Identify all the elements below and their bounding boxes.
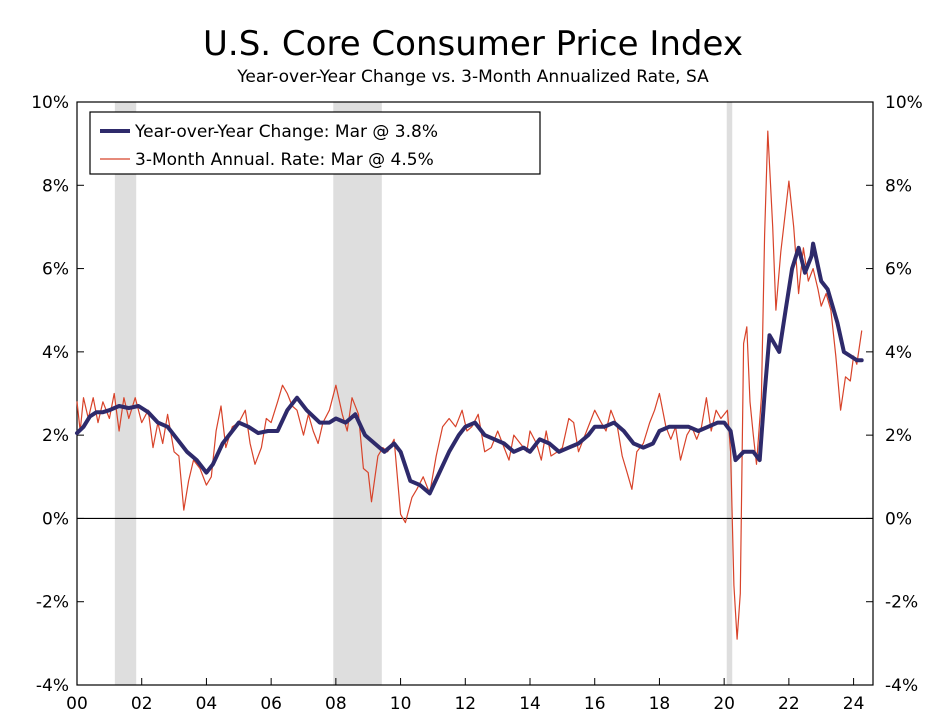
x-tick-label: 04 bbox=[196, 694, 218, 714]
chart-title: U.S. Core Consumer Price Index bbox=[203, 24, 743, 64]
x-tick-label: 16 bbox=[584, 694, 606, 714]
x-tick-label: 08 bbox=[325, 694, 347, 714]
series-line-3m bbox=[76, 130, 863, 640]
x-tick-label: 10 bbox=[390, 694, 412, 714]
y-tick-label-left: 8% bbox=[42, 176, 69, 196]
recession-band bbox=[333, 102, 382, 685]
x-tick-label: 12 bbox=[454, 694, 476, 714]
x-tick-label: 22 bbox=[778, 694, 800, 714]
y-tick-label-right: 10% bbox=[885, 93, 923, 113]
y-tick-label-left: 0% bbox=[42, 509, 69, 529]
y-tick-label-right: 6% bbox=[885, 260, 912, 280]
x-tick-label: 00 bbox=[66, 694, 88, 714]
y-tick-label-left: -4% bbox=[36, 676, 69, 696]
recession-shading bbox=[114, 102, 733, 685]
y-tick-label-left: 10% bbox=[31, 93, 69, 113]
y-tick-label-right: 0% bbox=[885, 509, 912, 529]
legend-box bbox=[89, 111, 541, 175]
y-tick-label-left: 6% bbox=[42, 260, 69, 280]
y-tick-label-right: 2% bbox=[885, 426, 912, 446]
x-tick-label: 20 bbox=[713, 694, 735, 714]
plot-frame bbox=[76, 101, 874, 686]
chart-subtitle: Year-over-Year Change vs. 3-Month Annual… bbox=[236, 67, 709, 87]
y-tick-label-left: 4% bbox=[42, 343, 69, 363]
y-tick-label-right: 8% bbox=[885, 176, 912, 196]
x-tick-label: 06 bbox=[260, 694, 282, 714]
legend-label-3m: 3-Month Annual. Rate: Mar @ 4.5% bbox=[135, 150, 434, 170]
legend: Year-over-Year Change: Mar @ 3.8% 3-Mont… bbox=[89, 111, 541, 175]
legend-label-yoy: Year-over-Year Change: Mar @ 3.8% bbox=[134, 122, 438, 142]
y-tick-label-right: -4% bbox=[885, 676, 918, 696]
y-tick-label-left: 2% bbox=[42, 426, 69, 446]
y-tick-label-right: 4% bbox=[885, 343, 912, 363]
series-lines bbox=[75, 130, 864, 640]
series-line-yoy bbox=[75, 241, 864, 496]
x-tick-label: 14 bbox=[519, 694, 541, 714]
y-tick-label-left: -2% bbox=[36, 593, 69, 613]
y-tick-label-right: -2% bbox=[885, 593, 918, 613]
x-tick-label: 24 bbox=[843, 694, 865, 714]
recession-band bbox=[726, 102, 733, 685]
x-tick-label: 18 bbox=[649, 694, 671, 714]
recession-band bbox=[114, 102, 137, 685]
axes: 10% 10%8% 8%6% 6%4% 4%2% 2%0% 0%-2% -2%-4% -4%00… bbox=[31, 93, 923, 714]
x-tick-label: 02 bbox=[131, 694, 153, 714]
